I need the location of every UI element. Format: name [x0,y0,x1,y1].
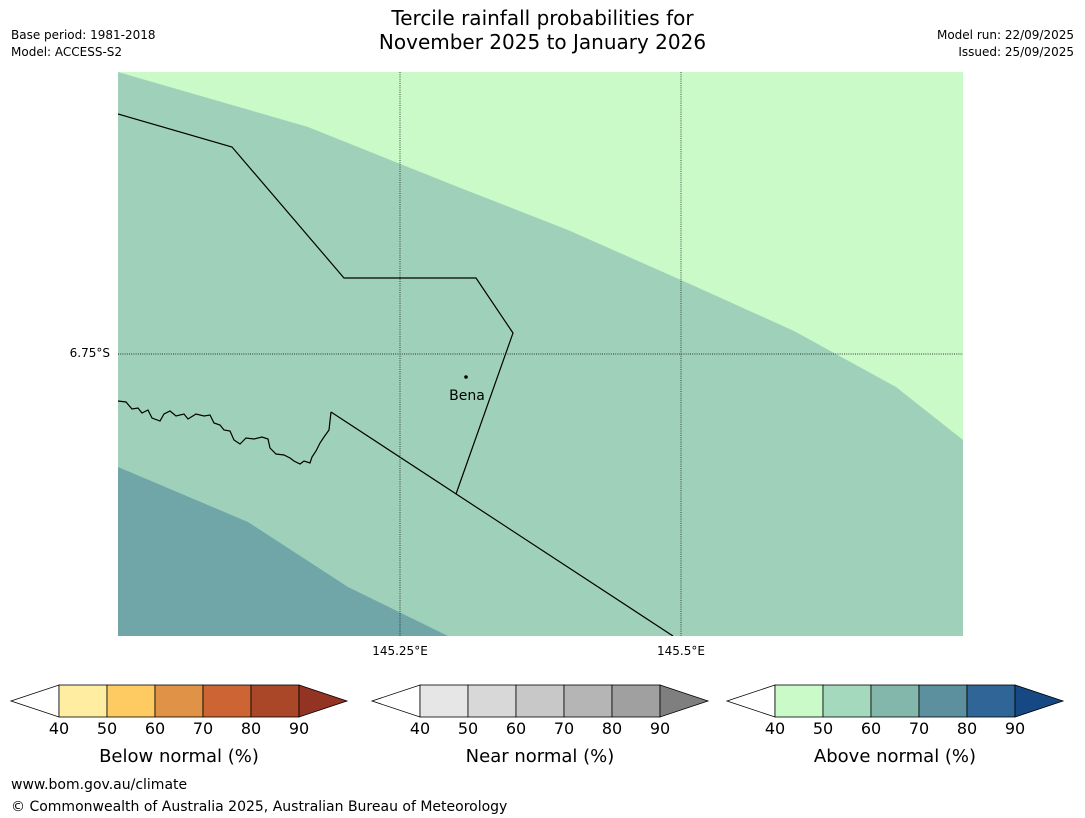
above-legend-tick: 80 [957,719,977,738]
near-legend-tick: 60 [506,719,526,738]
bena-marker [464,375,468,379]
lon-label-145-5: 145.5°E [657,644,705,658]
title-line-1: Tercile rainfall probabilities for [391,6,694,30]
below-legend-tick: 90 [289,719,309,738]
near-legend-extend-low [370,684,421,718]
above-legend-extend-low [725,684,776,718]
below-legend-tick: 60 [145,719,165,738]
base-period: Base period: 1981-2018 [11,28,156,42]
above-legend-tick: 40 [765,719,785,738]
below-legend-extend-high [298,684,349,718]
footer: www.bom.gov.au/climate © Commonwealth of… [11,774,507,818]
near-legend-swatch [611,684,661,718]
meta-right: Model run: 22/09/2025 Issued: 25/09/2025 [937,27,1074,61]
map-panel: Bena [118,72,963,636]
near-legend-tick: 80 [602,719,622,738]
below-legend-tick: 50 [97,719,117,738]
bena-label: Bena [449,388,485,404]
near-legend-swatch [467,684,517,718]
below-legend-swatch [250,684,300,718]
footer-url: www.bom.gov.au/climate [11,777,188,793]
near-legend-tick: 70 [554,719,574,738]
below-legend-tick: 80 [241,719,261,738]
near-legend-tick: 50 [458,719,478,738]
below-legend-tick: 40 [49,719,69,738]
below-legend-extend-low [9,684,60,718]
near-legend-tick: 40 [410,719,430,738]
meta-left: Base period: 1981-2018 Model: ACCESS-S2 [11,27,156,61]
below-legend-swatch [154,684,204,718]
above-legend-extend-high [1014,684,1065,718]
coastline-river [118,400,332,465]
below-legend-swatch [58,684,108,718]
above-legend-label: Above normal (%) [814,746,976,767]
province-boundary-south [330,411,674,636]
near-legend-tick: 90 [650,719,670,738]
below-legend-swatch [202,684,252,718]
above-legend-swatch [822,684,872,718]
zone-above-60-70 [118,467,448,636]
map-title: Tercile rainfall probabilities for Novem… [0,6,1085,54]
above-legend-tick: 60 [861,719,881,738]
below-legend-label: Below normal (%) [99,746,259,767]
lon-label-145-25: 145.25°E [372,644,428,658]
near-legend-swatch [563,684,613,718]
above-legend-swatch [966,684,1016,718]
below-legend-tick: 70 [193,719,213,738]
above-legend-swatch [774,684,824,718]
model-name: Model: ACCESS-S2 [11,45,123,59]
above-legend-swatch [918,684,968,718]
near-legend-swatch [419,684,469,718]
model-run: Model run: 22/09/2025 [936,28,1074,42]
title-line-2: November 2025 to January 2026 [378,30,707,54]
province-boundary [118,113,514,495]
footer-copyright: © Commonwealth of Australia 2025, Austra… [11,799,508,815]
near-legend-label: Near normal (%) [466,746,615,767]
legends: 40 50 60 70 80 90 Below normal (%) 40 50 60 70 80 90… [9,684,1065,767]
below-legend-swatch [106,684,156,718]
above-legend-tick: 50 [813,719,833,738]
near-legend-swatch [515,684,565,718]
lat-label-6-75: 6.75°S [69,346,110,360]
above-legend-tick: 90 [1005,719,1025,738]
above-legend-swatch [870,684,920,718]
above-legend-tick: 70 [909,719,929,738]
zone-above-40-50 [118,72,963,440]
issued-date: Issued: 25/09/2025 [958,45,1074,59]
near-legend-extend-high [659,684,710,718]
